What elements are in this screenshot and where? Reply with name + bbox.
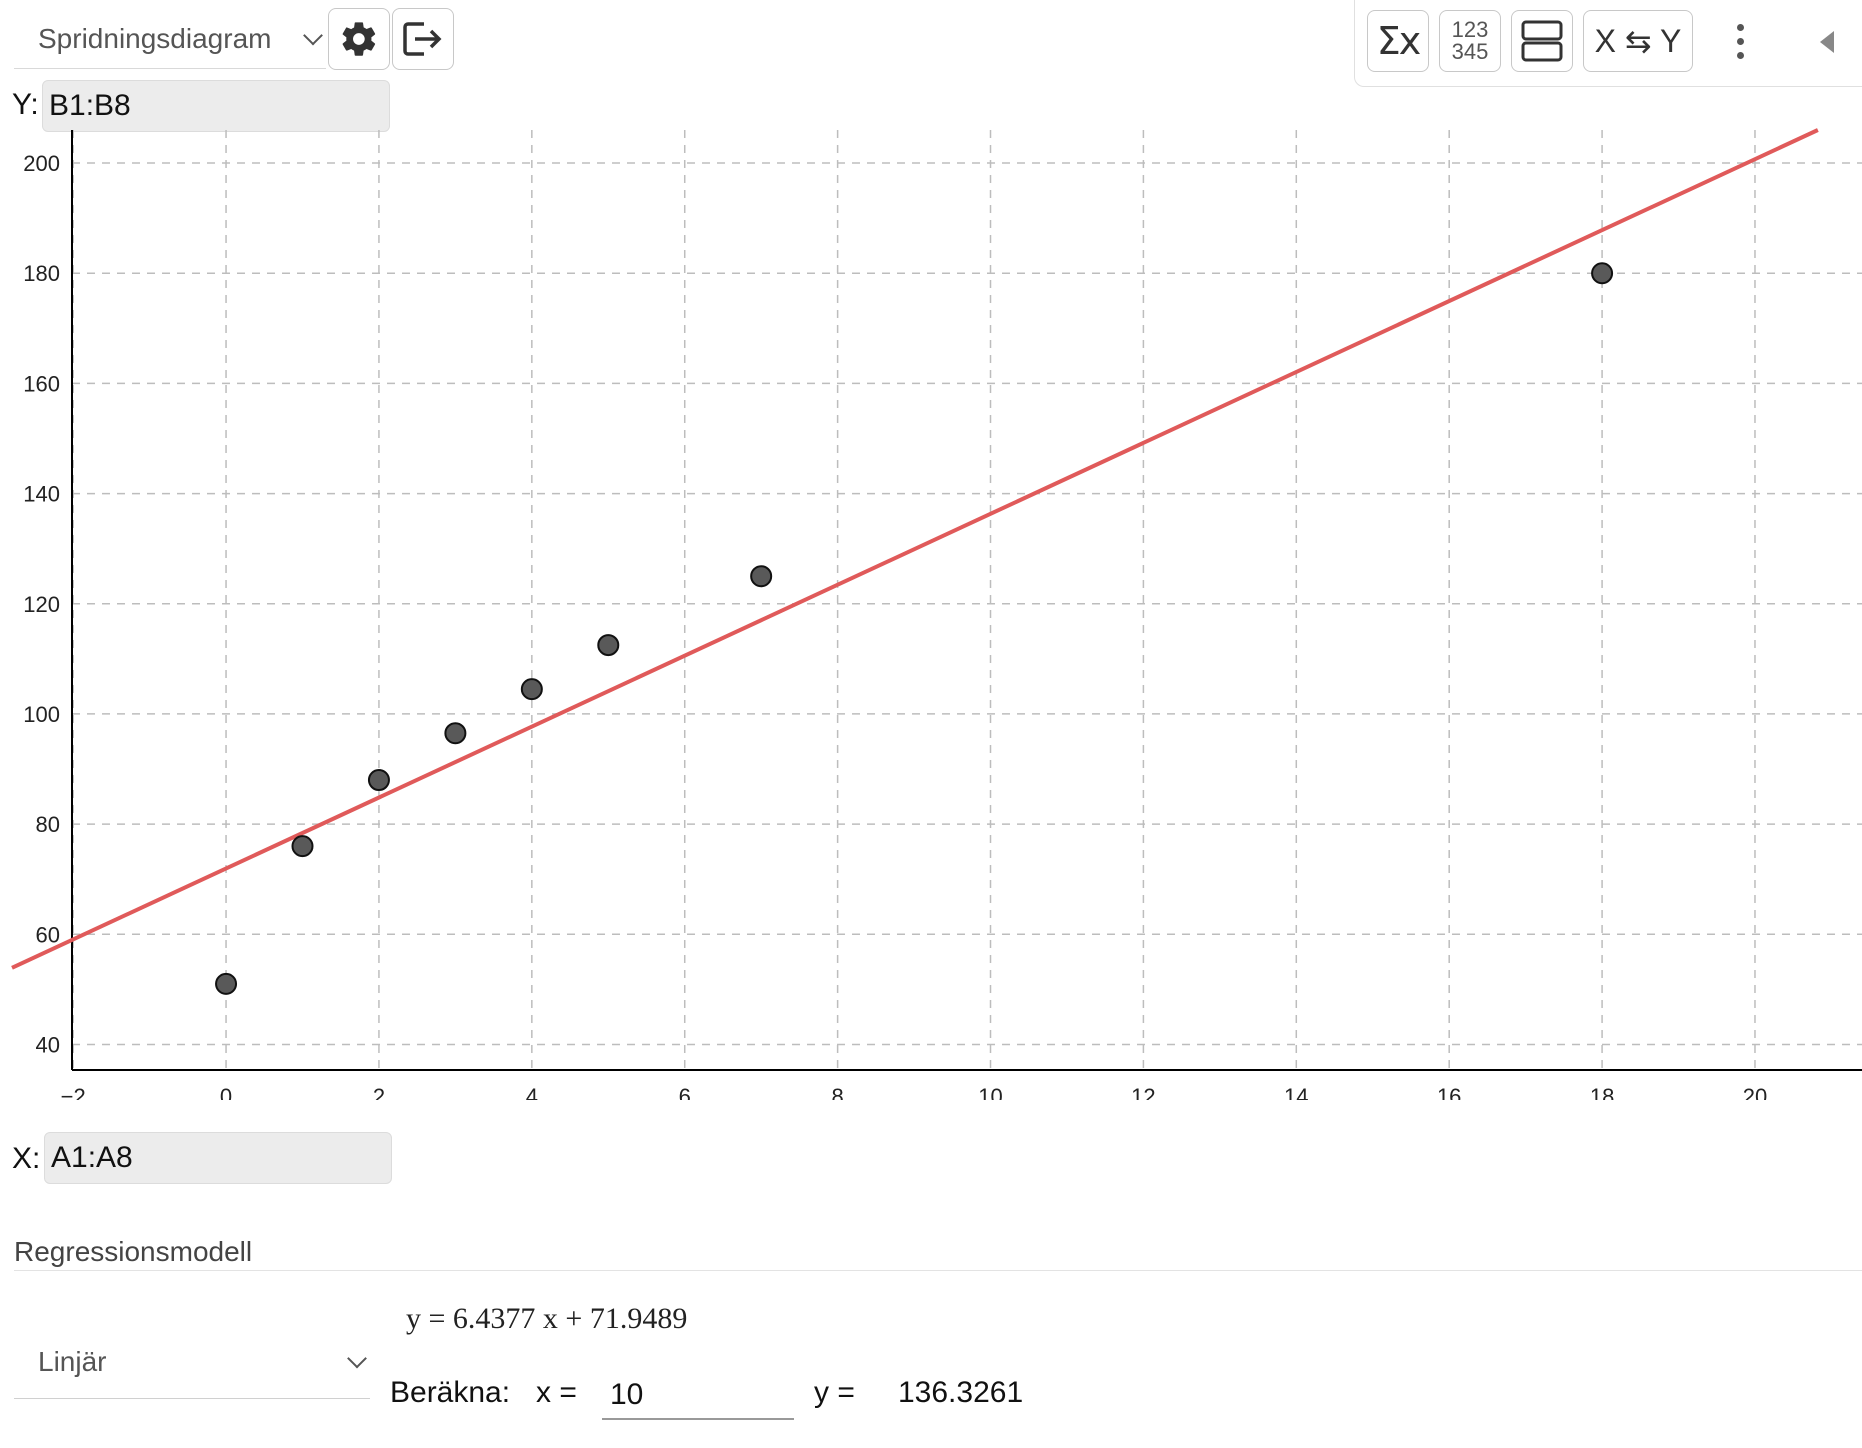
x-range-field[interactable]: A1:A8 bbox=[44, 1132, 392, 1184]
calc-label: Beräkna: bbox=[390, 1376, 511, 1409]
y-range-field[interactable]: B1:B8 bbox=[42, 80, 390, 132]
regression-model-dropdown[interactable]: Linjär bbox=[14, 1326, 370, 1399]
show-data-button[interactable]: 123 345 bbox=[1439, 10, 1501, 72]
regression-line bbox=[11, 128, 1819, 970]
x-tick-label: 2 bbox=[373, 1084, 385, 1100]
graphics-toolbar: Σx 123 345 X ⇆ Y bbox=[1354, 0, 1862, 87]
data-table-icon: 123 345 bbox=[1451, 17, 1489, 64]
statistics-button[interactable]: Σx bbox=[1367, 10, 1429, 72]
swap-xy-button[interactable]: X ⇆ Y bbox=[1583, 10, 1693, 72]
layout-button[interactable] bbox=[1511, 10, 1573, 72]
x-tick-label: 16 bbox=[1437, 1084, 1461, 1100]
data-point bbox=[750, 565, 773, 588]
data-point bbox=[291, 835, 314, 858]
data-point bbox=[597, 634, 620, 657]
calc-y-result: 136.3261 bbox=[898, 1376, 1024, 1409]
x-tick-label: 10 bbox=[978, 1084, 1002, 1100]
x-tick-label: 6 bbox=[679, 1084, 691, 1100]
data-point bbox=[444, 722, 467, 745]
regression-model-label: Linjär bbox=[38, 1346, 107, 1377]
x-tick-label: 18 bbox=[1590, 1084, 1614, 1100]
y-tick-label: 180 bbox=[23, 261, 60, 286]
section-divider bbox=[14, 1270, 1862, 1271]
x-tick-label: 0 bbox=[220, 1084, 232, 1100]
top-bar: Spridningsdiagram Σx 123 345 bbox=[0, 0, 1862, 90]
chart-type-dropdown[interactable]: Spridningsdiagram bbox=[14, 10, 326, 69]
x-field-label: X: bbox=[12, 1142, 41, 1175]
data-point bbox=[367, 769, 390, 792]
scatter-plot: −2 0 2 4 6 8 10 12 14 16 18 20 40 60 80 100 120 140 160 180… bbox=[11, 128, 1862, 1100]
collapse-panel-icon[interactable] bbox=[1820, 31, 1834, 53]
data-point bbox=[215, 972, 238, 995]
calc-y-label: y = bbox=[814, 1376, 855, 1409]
y-tick-label: 60 bbox=[36, 922, 60, 947]
x-tick-label: 8 bbox=[831, 1084, 843, 1100]
more-options-icon[interactable] bbox=[1725, 18, 1755, 66]
x-tick-label: 4 bbox=[526, 1084, 538, 1100]
y-tick-label: 80 bbox=[36, 812, 60, 837]
split-layout-icon bbox=[1521, 20, 1563, 62]
calc-x-label: x = bbox=[536, 1376, 577, 1409]
data-point bbox=[1591, 262, 1614, 285]
x-tick-label: 12 bbox=[1131, 1084, 1155, 1100]
gear-icon bbox=[342, 22, 376, 56]
x-tick-label: 14 bbox=[1284, 1084, 1308, 1100]
sigma-icon: Σx bbox=[1376, 19, 1421, 63]
x-tick-label: 20 bbox=[1743, 1084, 1767, 1100]
y-tick-label: 120 bbox=[23, 592, 60, 617]
export-icon bbox=[403, 22, 442, 56]
x-tick-label: −2 bbox=[61, 1084, 86, 1100]
y-tick-label: 160 bbox=[23, 371, 60, 396]
regression-equation: y = 6.4377 x + 71.9489 bbox=[406, 1302, 688, 1335]
export-button[interactable] bbox=[392, 8, 454, 70]
y-field-label: Y: bbox=[12, 88, 39, 121]
y-tick-label: 140 bbox=[23, 482, 60, 507]
y-tick-label: 200 bbox=[23, 151, 60, 176]
chevron-down-icon bbox=[347, 1348, 367, 1369]
settings-button[interactable] bbox=[328, 8, 390, 70]
data-point bbox=[520, 678, 543, 701]
chart-type-label: Spridningsdiagram bbox=[38, 23, 272, 54]
y-tick-label: 100 bbox=[23, 702, 60, 727]
calc-x-input[interactable] bbox=[602, 1372, 794, 1420]
y-tick-label: 40 bbox=[36, 1032, 60, 1057]
regression-section-title: Regressionsmodell bbox=[14, 1236, 253, 1267]
swap-xy-label: X ⇆ Y bbox=[1594, 23, 1682, 59]
